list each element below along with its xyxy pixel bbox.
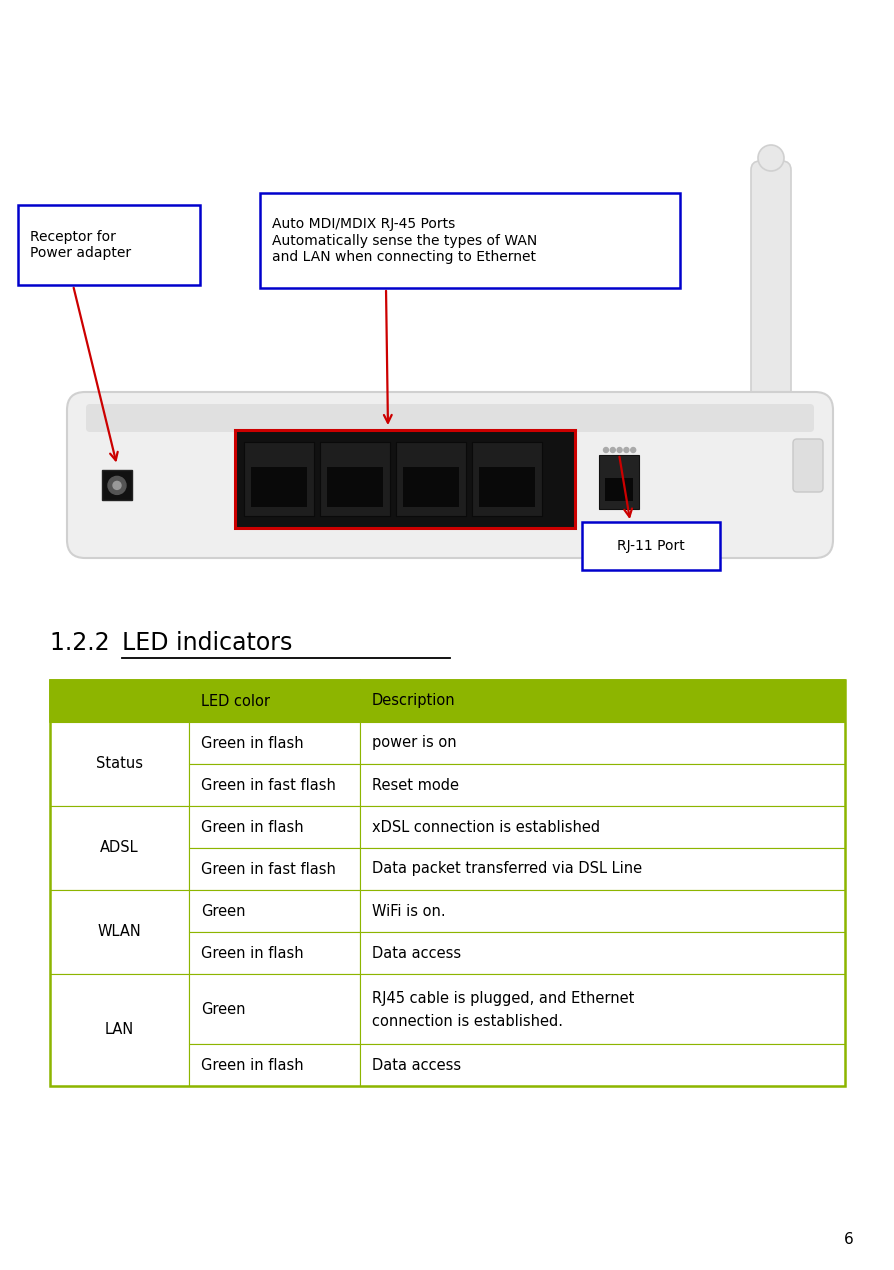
FancyBboxPatch shape [396, 442, 466, 516]
FancyBboxPatch shape [751, 161, 791, 429]
Bar [479, 467, 535, 507]
Text: Data access: Data access [372, 1058, 461, 1072]
FancyBboxPatch shape [793, 439, 823, 491]
Bar [50, 679, 190, 723]
Bar [360, 806, 845, 848]
FancyBboxPatch shape [86, 404, 814, 432]
Circle shape [113, 481, 121, 489]
Text: Data packet transferred via DSL Line: Data packet transferred via DSL Line [372, 861, 642, 876]
Circle shape [758, 145, 784, 171]
Circle shape [630, 447, 636, 452]
FancyBboxPatch shape [472, 442, 542, 516]
Bar [360, 723, 845, 765]
Circle shape [611, 447, 615, 452]
Text: Green in flash: Green in flash [201, 1058, 304, 1072]
Text: Green in fast flash: Green in fast flash [201, 777, 336, 792]
Text: Green in flash: Green in flash [201, 945, 304, 960]
Bar [50, 723, 190, 806]
Text: Data access: Data access [372, 945, 461, 960]
Text: LAN: LAN [105, 1022, 134, 1038]
Bar [403, 467, 459, 507]
Text: Reset mode: Reset mode [372, 777, 459, 792]
Text: Description: Description [372, 693, 456, 709]
Text: Green in flash: Green in flash [201, 735, 304, 751]
FancyBboxPatch shape [320, 442, 390, 516]
Text: 1.2.2: 1.2.2 [50, 631, 117, 655]
Bar [605, 478, 633, 500]
Bar [102, 470, 132, 500]
Bar [190, 723, 360, 765]
Bar [251, 467, 307, 507]
Text: Status: Status [96, 757, 143, 771]
Bar [360, 1044, 845, 1086]
Text: 6: 6 [844, 1232, 854, 1247]
Text: LED indicators: LED indicators [122, 631, 292, 655]
Bar [190, 932, 360, 974]
FancyBboxPatch shape [18, 204, 200, 284]
Text: RJ-11 Port: RJ-11 Port [617, 538, 685, 552]
Text: connection is established.: connection is established. [372, 1015, 563, 1029]
Text: WLAN: WLAN [97, 925, 141, 940]
Bar [235, 431, 575, 528]
FancyBboxPatch shape [582, 522, 720, 570]
Bar [50, 679, 845, 1086]
Text: Receptor for
Power adapter: Receptor for Power adapter [30, 230, 131, 260]
Bar [190, 806, 360, 848]
FancyBboxPatch shape [599, 455, 639, 509]
Bar [360, 932, 845, 974]
Text: Green in flash: Green in flash [201, 819, 304, 834]
Bar [360, 974, 845, 1044]
Circle shape [617, 447, 622, 452]
Text: LED color: LED color [201, 693, 270, 709]
Bar [190, 1044, 360, 1086]
Text: Green: Green [201, 903, 246, 918]
Bar [360, 679, 845, 723]
Bar [360, 765, 845, 806]
FancyBboxPatch shape [67, 392, 833, 558]
Bar [190, 974, 360, 1044]
Bar [50, 806, 190, 890]
Bar [190, 890, 360, 932]
Circle shape [603, 447, 609, 452]
FancyBboxPatch shape [244, 442, 314, 516]
Text: power is on: power is on [372, 735, 457, 751]
Bar [190, 848, 360, 890]
FancyBboxPatch shape [260, 193, 680, 288]
Text: Green: Green [201, 1002, 246, 1016]
Bar [327, 467, 383, 507]
Bar [50, 974, 190, 1086]
Circle shape [624, 447, 628, 452]
Text: RJ45 cable is plugged, and Ethernet: RJ45 cable is plugged, and Ethernet [372, 991, 635, 1006]
Text: Green in fast flash: Green in fast flash [201, 861, 336, 876]
Text: Auto MDI/MDIX RJ-45 Ports
Automatically sense the types of WAN
and LAN when conn: Auto MDI/MDIX RJ-45 Ports Automatically … [272, 217, 537, 264]
Text: xDSL connection is established: xDSL connection is established [372, 819, 600, 834]
Bar [190, 679, 360, 723]
Circle shape [108, 476, 126, 494]
Text: ADSL: ADSL [100, 841, 139, 856]
Bar [360, 848, 845, 890]
Bar [360, 890, 845, 932]
Bar [190, 765, 360, 806]
Text: WiFi is on.: WiFi is on. [372, 903, 446, 918]
Bar [50, 890, 190, 974]
